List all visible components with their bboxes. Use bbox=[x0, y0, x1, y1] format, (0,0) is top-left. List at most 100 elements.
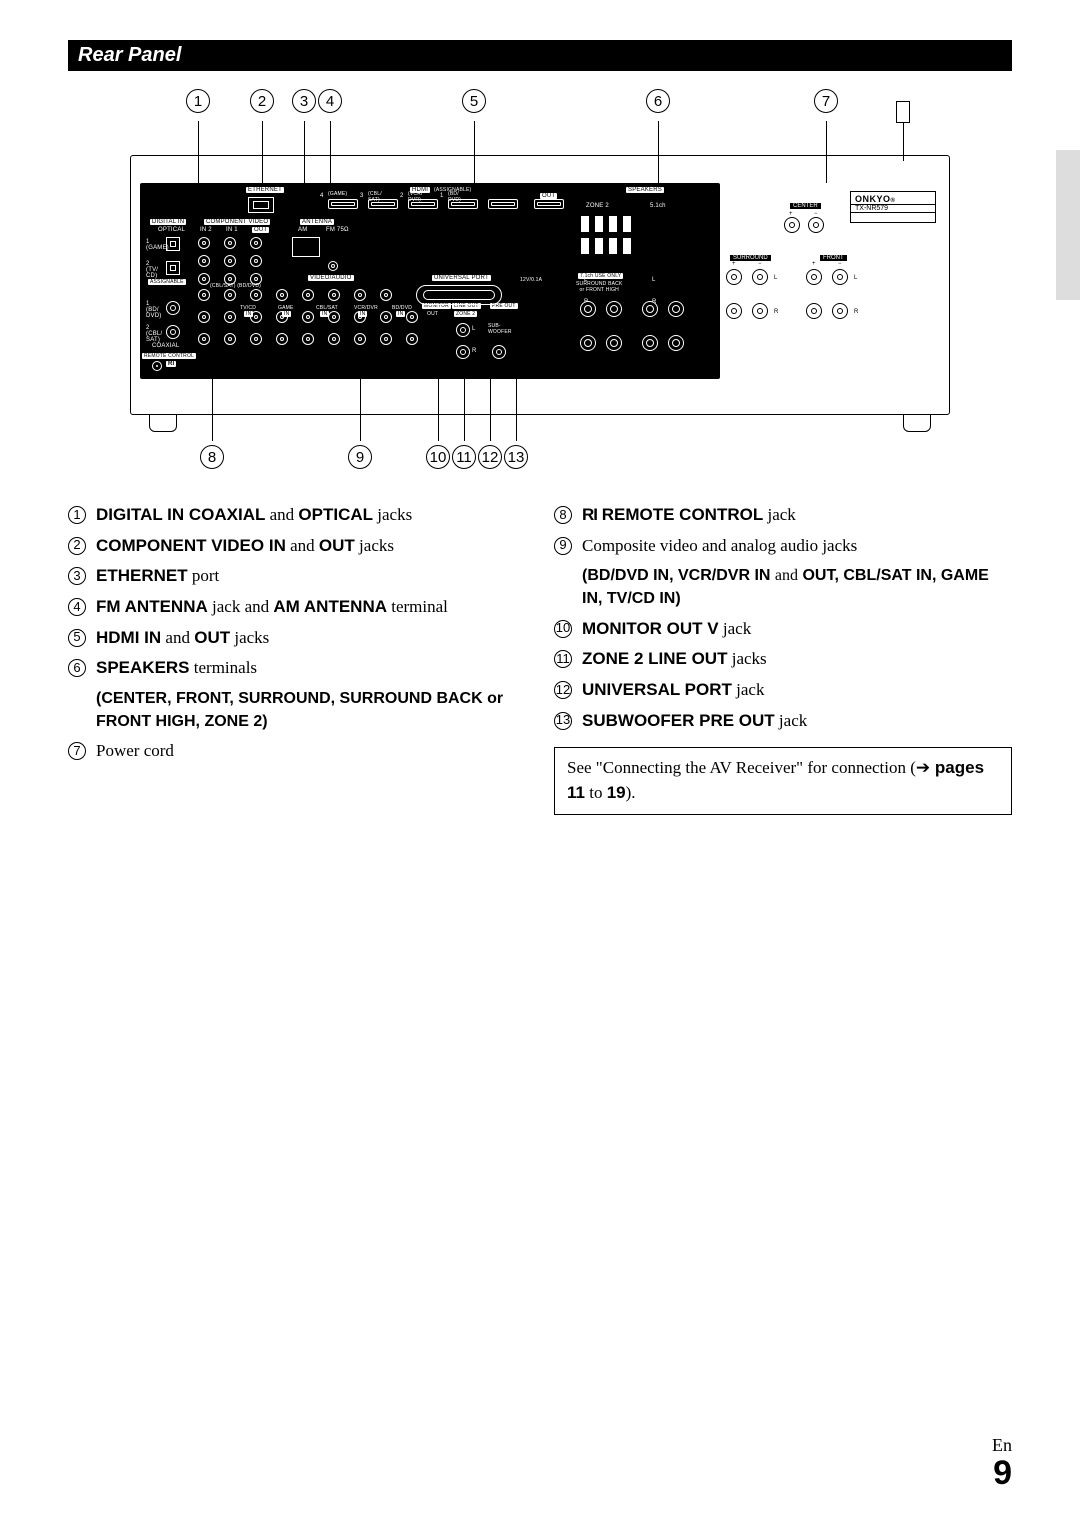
av-jack-icon bbox=[406, 311, 418, 323]
list-number: 10 bbox=[554, 620, 572, 638]
component-jack-icon bbox=[198, 237, 210, 249]
av-jack-icon bbox=[328, 311, 340, 323]
list-item: 13 SUBWOOFER PRE OUT jack bbox=[554, 709, 1012, 734]
av-jack-icon bbox=[198, 289, 210, 301]
page-footer: En 9 bbox=[992, 1435, 1012, 1490]
section-header: Rear Panel bbox=[68, 40, 1012, 71]
callout-13: 13 bbox=[504, 445, 528, 469]
component-label: COMPONENT VIDEO bbox=[204, 219, 270, 225]
callout-2: 2 bbox=[250, 89, 274, 113]
callout-list: 1DIGITAL IN COAXIAL and OPTICAL jacks2CO… bbox=[68, 503, 1012, 815]
binding-post-icon bbox=[642, 335, 658, 351]
list-number: 4 bbox=[68, 598, 86, 616]
optical-label: OPTICAL bbox=[158, 227, 185, 233]
leader-line bbox=[658, 121, 659, 183]
av-jack-icon bbox=[302, 311, 314, 323]
binding-post-icon bbox=[668, 335, 684, 351]
av-jack-icon bbox=[224, 333, 236, 345]
leader-line bbox=[438, 375, 439, 441]
brand-plate: ONKYO® TX-NR579 bbox=[850, 191, 936, 223]
center-neg-icon bbox=[808, 217, 824, 233]
av-jack-icon bbox=[406, 333, 418, 345]
speaker-clip-icon bbox=[594, 237, 604, 255]
list-number: 3 bbox=[68, 567, 86, 585]
av-jack-icon bbox=[302, 289, 314, 301]
optical-2-icon bbox=[166, 261, 180, 275]
ethernet-label: ETHERNET bbox=[246, 187, 284, 193]
binding-post-icon bbox=[752, 269, 768, 285]
callout-7: 7 bbox=[814, 89, 838, 113]
speaker-clip-icon bbox=[608, 215, 618, 233]
list-text: UNIVERSAL PORT jack bbox=[582, 678, 1012, 703]
list-text: Composite video and analog audio jacks bbox=[582, 534, 1012, 559]
binding-post-icon bbox=[580, 301, 596, 317]
list-number: 8 bbox=[554, 506, 572, 524]
binding-post-icon bbox=[606, 301, 622, 317]
list-subtext: (BD/DVD IN, VCR/DVR IN and OUT, CBL/SAT … bbox=[582, 564, 1012, 610]
ethernet-port-icon bbox=[248, 197, 274, 213]
surround-label: SURROUND bbox=[730, 255, 771, 261]
callout-10: 10 bbox=[426, 445, 450, 469]
component-jack-icon bbox=[224, 255, 236, 267]
component-jack-icon bbox=[198, 255, 210, 267]
model-number: TX-NR579 bbox=[851, 204, 935, 212]
coax-1-icon bbox=[166, 301, 180, 315]
list-item: 10 MONITOR OUT V jack bbox=[554, 617, 1012, 642]
av-jack-icon bbox=[276, 333, 288, 345]
list-text: DIGITAL IN COAXIAL and OPTICAL jacks bbox=[96, 503, 526, 528]
list-text: FM ANTENNA jack and AM ANTENNA terminal bbox=[96, 595, 526, 620]
leader-line bbox=[360, 375, 361, 441]
leader-line bbox=[304, 121, 305, 183]
list-text: MONITOR OUT V jack bbox=[582, 617, 1012, 642]
power-cord-icon bbox=[886, 101, 920, 161]
list-text: COMPONENT VIDEO IN and OUT jacks bbox=[96, 534, 526, 559]
av-jack-icon bbox=[250, 289, 262, 301]
list-text: ZONE 2 LINE OUT jacks bbox=[582, 647, 1012, 672]
binding-post-icon bbox=[832, 303, 848, 319]
list-number: 5 bbox=[68, 629, 86, 647]
binding-post-icon bbox=[832, 269, 848, 285]
callout-5: 5 bbox=[462, 89, 486, 113]
ri-jack-icon bbox=[152, 361, 162, 371]
list-text: SUBWOOFER PRE OUT jack bbox=[582, 709, 1012, 734]
remote-control-label: REMOTE CONTROL bbox=[142, 353, 196, 359]
callout-9: 9 bbox=[348, 445, 372, 469]
callout-12: 12 bbox=[478, 445, 502, 469]
center-label: CENTER bbox=[790, 203, 821, 209]
callout-8: 8 bbox=[200, 445, 224, 469]
side-tab bbox=[1056, 150, 1080, 300]
list-text: SPEAKERS terminals bbox=[96, 656, 526, 681]
list-text: HDMI IN and OUT jacks bbox=[96, 626, 526, 651]
antenna-label: ANTENNA bbox=[300, 219, 334, 225]
foot-right bbox=[903, 414, 931, 432]
ri-label: RI bbox=[166, 361, 176, 367]
speaker-clip-icon bbox=[622, 237, 632, 255]
callout-1: 1 bbox=[186, 89, 210, 113]
list-item: 11 ZONE 2 LINE OUT jacks bbox=[554, 647, 1012, 672]
binding-post-icon bbox=[726, 303, 742, 319]
callout-3: 3 bbox=[292, 89, 316, 113]
zone2-l-icon bbox=[456, 323, 470, 337]
note-box: See "Connecting the AV Receiver" for con… bbox=[554, 747, 1012, 814]
av-jack-icon bbox=[354, 333, 366, 345]
list-number: 7 bbox=[68, 742, 86, 760]
list-number: 2 bbox=[68, 537, 86, 555]
am-antenna-icon bbox=[292, 237, 320, 257]
video-audio-label: VIDEO/AUDIO bbox=[308, 275, 354, 281]
list-number: 13 bbox=[554, 712, 572, 730]
list-number: 11 bbox=[554, 650, 572, 668]
av-jack-icon bbox=[198, 311, 210, 323]
subwoofer-icon bbox=[492, 345, 506, 359]
connector-plate: ETHERNET HDMI (ASSIGNABLE) 4(GAME)3(CBL/… bbox=[140, 183, 720, 379]
av-jack-icon bbox=[328, 289, 340, 301]
av-jack-icon bbox=[380, 333, 392, 345]
list-item: 12UNIVERSAL PORT jack bbox=[554, 678, 1012, 703]
coax2-label: 2 (CBL/ SAT) bbox=[146, 325, 162, 343]
list-text: ETHERNET port bbox=[96, 564, 526, 589]
av-jack-icon bbox=[302, 333, 314, 345]
page-number: 9 bbox=[992, 1456, 1012, 1490]
coaxial-label: COAXIAL bbox=[152, 343, 179, 349]
binding-post-icon bbox=[642, 301, 658, 317]
hdmi-port-icon bbox=[488, 199, 518, 209]
front-label: FRONT bbox=[820, 255, 847, 261]
